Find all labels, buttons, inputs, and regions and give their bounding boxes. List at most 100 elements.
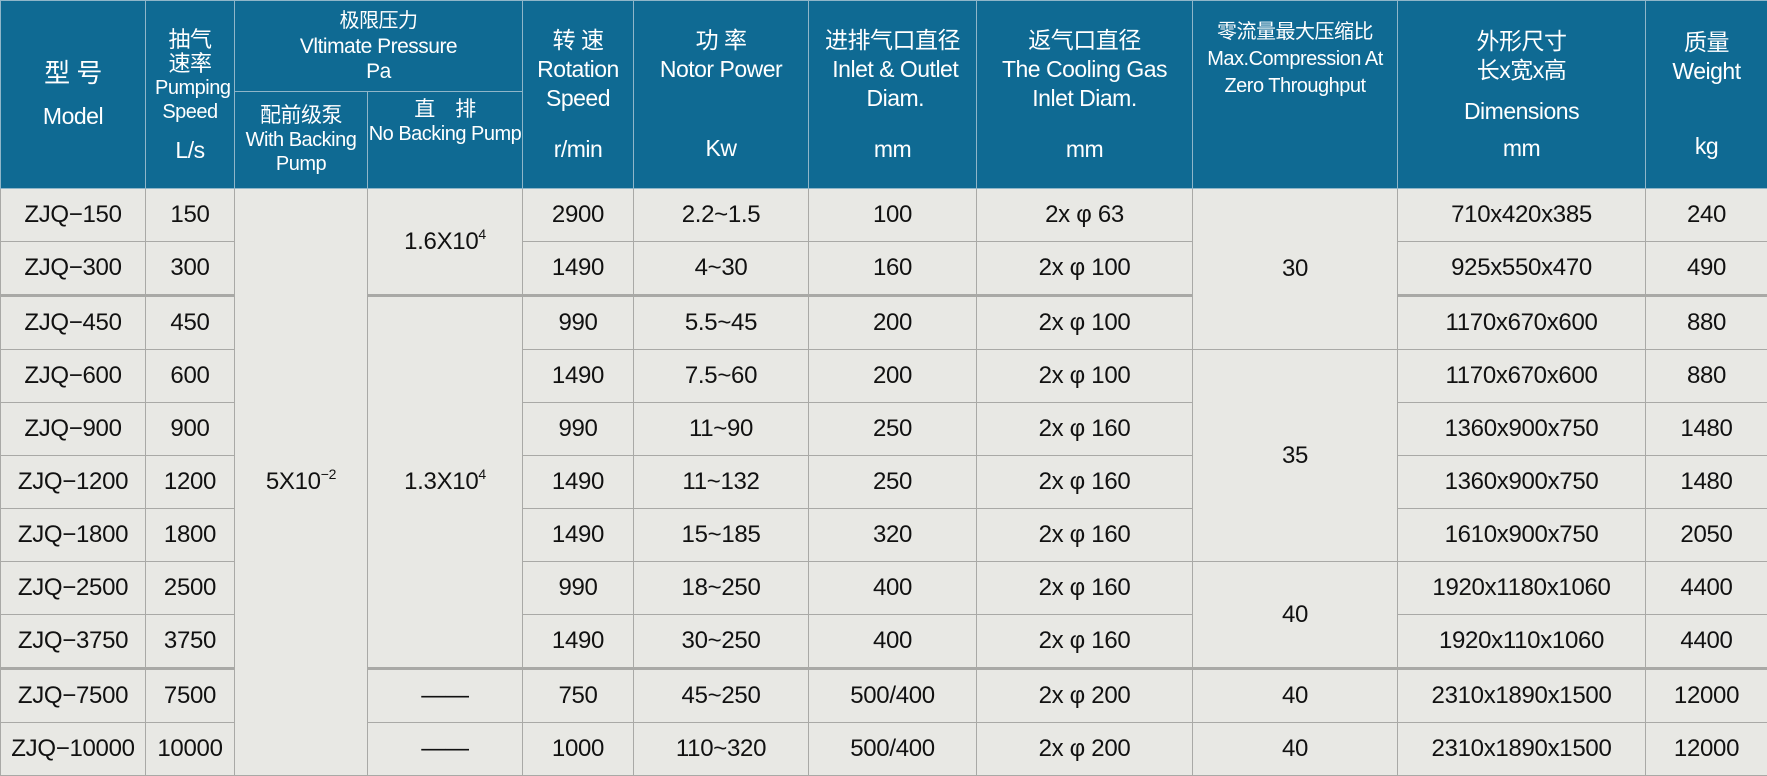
inlet-outlet-cell: 160: [809, 242, 977, 296]
pumping-speed-cell: 600: [146, 350, 235, 403]
model-cell: ZJQ−1800: [1, 509, 146, 562]
motor-power-cell: 110~320: [634, 723, 809, 776]
compression-ratio-cell: 40: [1193, 562, 1398, 669]
dimensions-cell: 925x550x470: [1398, 242, 1646, 296]
dimensions-cell: 1920x1180x1060: [1398, 562, 1646, 615]
header-pumping-speed: 抽气速率 Pumping Speed L/s: [146, 1, 235, 189]
dimensions-cell: 1170x670x600: [1398, 350, 1646, 403]
cooling-gas-cell: 2x φ 100: [977, 350, 1193, 403]
compression-ratio-cell: 40: [1193, 723, 1398, 776]
motor-power-cell: 18~250: [634, 562, 809, 615]
pumping-speed-cell: 900: [146, 403, 235, 456]
header-no-backing: 直 排 No Backing Pump: [368, 92, 523, 189]
cooling-gas-cell: 2x φ 100: [977, 296, 1193, 350]
inlet-outlet-cell: 500/400: [809, 669, 977, 723]
cooling-gas-cell: 2x φ 200: [977, 723, 1193, 776]
rotation-speed-cell: 1490: [523, 456, 634, 509]
dimensions-cell: 1610x900x750: [1398, 509, 1646, 562]
inlet-outlet-cell: 400: [809, 615, 977, 669]
value-exponent: 4: [478, 466, 486, 482]
weight-cell: 12000: [1646, 723, 1767, 776]
motor-power-cell: 30~250: [634, 615, 809, 669]
weight-cell: 2050: [1646, 509, 1767, 562]
rotation-speed-cell: 990: [523, 296, 634, 350]
pumping-speed-cell: 1200: [146, 456, 235, 509]
pumping-speed-cell: 300: [146, 242, 235, 296]
motor-power-cell: 11~90: [634, 403, 809, 456]
motor-power-cell: 7.5~60: [634, 350, 809, 403]
no-backing-pressure-cell: 1.6X104: [368, 189, 523, 296]
cooling-gas-cell: 2x φ 160: [977, 562, 1193, 615]
motor-power-cell: 11~132: [634, 456, 809, 509]
model-cell: ZJQ−900: [1, 403, 146, 456]
dimensions-cell: 2310x1890x1500: [1398, 669, 1646, 723]
motor-power-cell: 4~30: [634, 242, 809, 296]
weight-cell: 4400: [1646, 615, 1767, 669]
rotation-speed-cell: 990: [523, 403, 634, 456]
pumping-speed-cell: 2500: [146, 562, 235, 615]
header-compression: 零流量最大压缩比 Max.Compression At Zero Through…: [1193, 1, 1398, 189]
dimensions-cell: 1360x900x750: [1398, 456, 1646, 509]
compression-ratio-cell: 35: [1193, 350, 1398, 562]
rotation-speed-cell: 2900: [523, 189, 634, 242]
no-backing-pressure-cell: ——: [368, 669, 523, 723]
rotation-speed-cell: 1490: [523, 615, 634, 669]
value-base: ——: [421, 682, 468, 709]
inlet-outlet-cell: 200: [809, 296, 977, 350]
value-exponent: 4: [478, 226, 486, 242]
pumping-speed-cell: 3750: [146, 615, 235, 669]
weight-cell: 490: [1646, 242, 1767, 296]
inlet-outlet-cell: 250: [809, 456, 977, 509]
model-cell: ZJQ−1200: [1, 456, 146, 509]
model-cell: ZJQ−3750: [1, 615, 146, 669]
with-backing-pressure-cell: 5X10−2: [235, 189, 368, 776]
cooling-gas-cell: 2x φ 200: [977, 669, 1193, 723]
cooling-gas-cell: 2x φ 160: [977, 509, 1193, 562]
compression-ratio-cell: 30: [1193, 189, 1398, 350]
dimensions-cell: 2310x1890x1500: [1398, 723, 1646, 776]
weight-cell: 1480: [1646, 456, 1767, 509]
rotation-speed-cell: 750: [523, 669, 634, 723]
pumping-speed-cell: 10000: [146, 723, 235, 776]
dimensions-cell: 1170x670x600: [1398, 296, 1646, 350]
dimensions-cell: 710x420x385: [1398, 189, 1646, 242]
weight-cell: 880: [1646, 350, 1767, 403]
value-base: 1.6X10: [404, 228, 478, 255]
weight-cell: 12000: [1646, 669, 1767, 723]
cooling-gas-cell: 2x φ 160: [977, 615, 1193, 669]
header-dimensions: 外形尺寸 长x宽x高 Dimensions mm: [1398, 1, 1646, 189]
no-backing-pressure-cell: 1.3X104: [368, 296, 523, 669]
header-model: 型 号 Model: [1, 1, 146, 189]
cooling-gas-cell: 2x φ 100: [977, 242, 1193, 296]
header-rotation-speed: 转 速 Rotation Speed r/min: [523, 1, 634, 189]
cooling-gas-cell: 2x φ 160: [977, 403, 1193, 456]
motor-power-cell: 45~250: [634, 669, 809, 723]
value-base: ——: [421, 735, 468, 762]
motor-power-cell: 2.2~1.5: [634, 189, 809, 242]
model-cell: ZJQ−10000: [1, 723, 146, 776]
inlet-outlet-cell: 320: [809, 509, 977, 562]
compression-ratio-cell: 40: [1193, 669, 1398, 723]
inlet-outlet-cell: 250: [809, 403, 977, 456]
model-cell: ZJQ−2500: [1, 562, 146, 615]
inlet-outlet-cell: 100: [809, 189, 977, 242]
header-inlet-outlet: 进排气口直径 Inlet & Outlet Diam. mm: [809, 1, 977, 189]
rotation-speed-cell: 1490: [523, 350, 634, 403]
dimensions-cell: 1920x110x1060: [1398, 615, 1646, 669]
weight-cell: 880: [1646, 296, 1767, 350]
inlet-outlet-cell: 500/400: [809, 723, 977, 776]
header-motor-power: 功 率 Notor Power Kw: [634, 1, 809, 189]
model-cell: ZJQ−300: [1, 242, 146, 296]
value-exponent: −2: [321, 466, 336, 482]
rotation-speed-cell: 1000: [523, 723, 634, 776]
rotation-speed-cell: 1490: [523, 509, 634, 562]
inlet-outlet-cell: 400: [809, 562, 977, 615]
pumping-speed-cell: 7500: [146, 669, 235, 723]
motor-power-cell: 5.5~45: [634, 296, 809, 350]
model-cell: ZJQ−7500: [1, 669, 146, 723]
pumping-speed-cell: 150: [146, 189, 235, 242]
model-cell: ZJQ−600: [1, 350, 146, 403]
no-backing-pressure-cell: ——: [368, 723, 523, 776]
model-cell: ZJQ−150: [1, 189, 146, 242]
